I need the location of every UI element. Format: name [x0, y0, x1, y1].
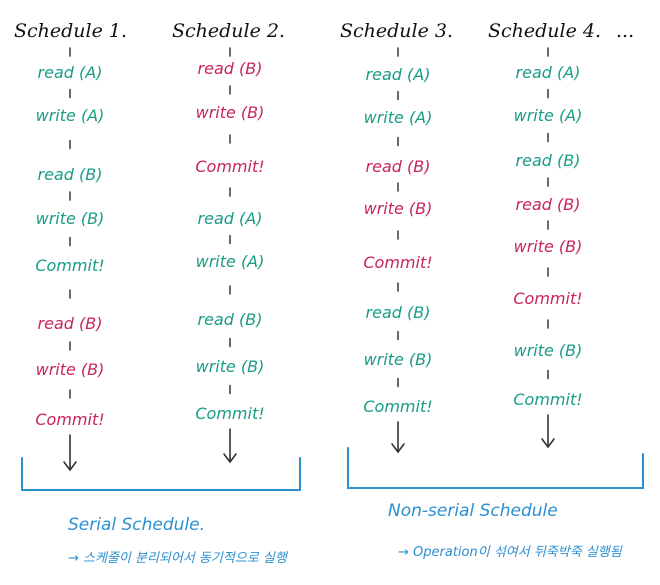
operation-label: read (B)	[366, 157, 431, 176]
operation-label: read (B)	[366, 303, 431, 322]
operation-label: read (B)	[516, 195, 581, 214]
schedule-title: Schedule 4.	[488, 20, 601, 42]
serial-schedule-label: Serial Schedule.	[68, 515, 205, 535]
ellipsis-mark: ...	[616, 20, 634, 42]
schedule-columns: Schedule 1. read (A) write (A) read (B) writ…	[14, 20, 601, 471]
operation-label: write (B)	[196, 103, 265, 122]
operation-label: read (A)	[198, 209, 263, 228]
schedule-2: Schedule 2. read (B) write (B) Commit! read …	[172, 20, 285, 463]
operation-label: write (B)	[36, 209, 105, 228]
schedule-title: Schedule 2.	[172, 20, 285, 42]
operation-label: write (B)	[364, 199, 433, 218]
arrow-head	[223, 453, 237, 463]
operation-label: write (B)	[36, 360, 105, 379]
arrow-head	[391, 443, 405, 453]
non-serial-schedule-note: → Operation이 섞여서 뒤죽박죽 실행됨	[398, 545, 623, 560]
operation-label: Commit!	[195, 404, 264, 423]
operation-label: write (A)	[514, 106, 583, 125]
operation-label: Commit!	[513, 289, 582, 308]
operation-label: read (B)	[38, 165, 103, 184]
serial-schedule-note: → 스케줄이 분리되어서 동기적으로 실행	[68, 551, 289, 566]
schedule-3: Schedule 3. read (A) write (A) read (B) writ…	[340, 20, 453, 453]
schedule-title: Schedule 1.	[14, 20, 127, 42]
operation-label: write (B)	[196, 357, 265, 376]
operation-label: write (A)	[196, 252, 265, 271]
schedule-1: Schedule 1. read (A) write (A) read (B) writ…	[14, 20, 127, 471]
arrow-head	[63, 461, 77, 471]
non-serial-bracket	[347, 447, 644, 489]
operation-label: Commit!	[35, 410, 104, 429]
operation-label: write (A)	[36, 106, 105, 125]
arrow-head	[541, 438, 555, 448]
schedule-4: Schedule 4. read (A) write (A) read (B) read…	[488, 20, 601, 448]
non-serial-schedule-label: Non-serial Schedule	[388, 501, 558, 521]
operation-label: Commit!	[35, 256, 104, 275]
operation-label: Commit!	[363, 253, 432, 272]
operation-label: read (B)	[516, 151, 581, 170]
operation-label: read (A)	[516, 63, 581, 82]
operation-label: write (A)	[364, 108, 433, 127]
operation-label: read (B)	[198, 59, 263, 78]
operation-label: Commit!	[363, 397, 432, 416]
operation-label: read (B)	[38, 314, 103, 333]
operation-label: read (A)	[38, 63, 103, 82]
operation-label: write (B)	[364, 350, 433, 369]
operation-label: write (B)	[514, 237, 583, 256]
operation-label: Commit!	[195, 157, 264, 176]
schedule-title: Schedule 3.	[340, 20, 453, 42]
operation-label: Commit!	[513, 390, 582, 409]
operation-label: write (B)	[514, 341, 583, 360]
operation-label: read (B)	[198, 310, 263, 329]
operation-label: read (A)	[366, 65, 431, 84]
serial-bracket	[21, 457, 301, 491]
